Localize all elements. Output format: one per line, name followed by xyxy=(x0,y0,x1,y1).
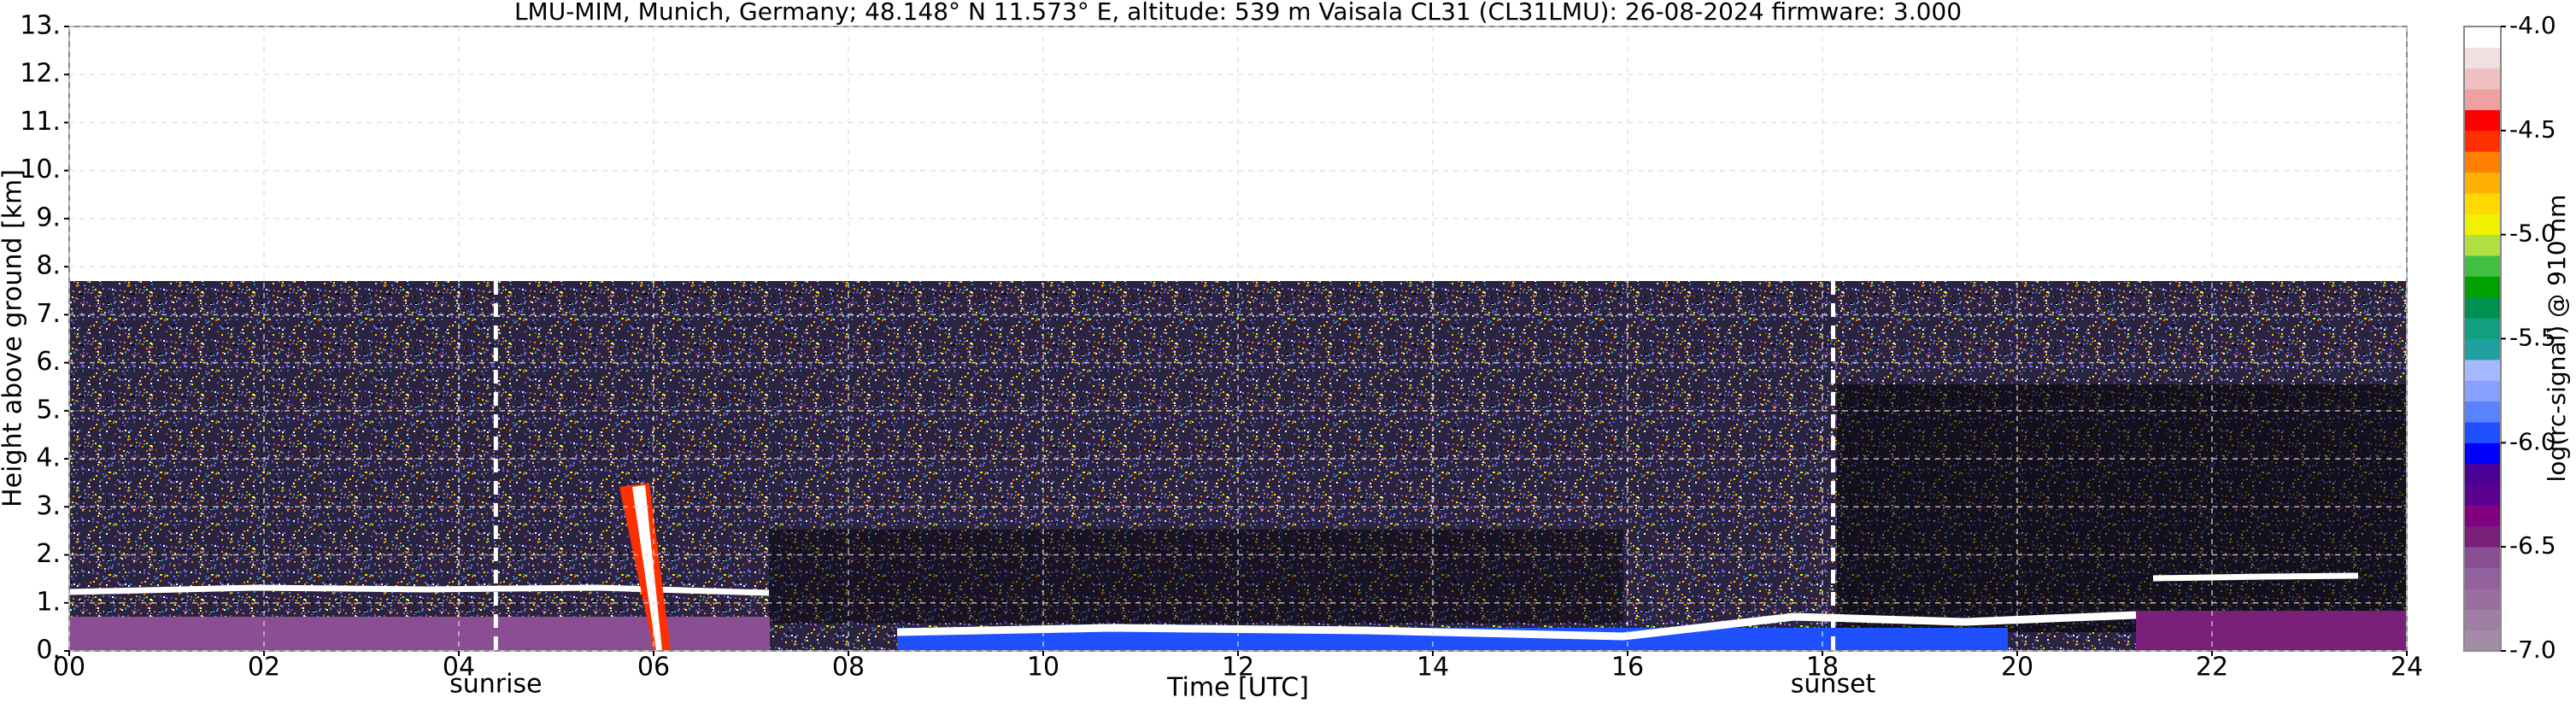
y-tick-label: 0. xyxy=(36,636,61,665)
colorbar-step xyxy=(2464,192,2501,214)
colorbar-step xyxy=(2464,421,2501,443)
x-tick-label: 16 xyxy=(1611,653,1644,683)
colorbar-step xyxy=(2464,547,2501,569)
y-tick-label: 10. xyxy=(20,155,61,185)
colorbar-step xyxy=(2464,609,2501,631)
chart-title: LMU-MIM, Munich, Germany; 48.148° N 11.5… xyxy=(514,0,1962,26)
colorbar-step xyxy=(2464,338,2501,360)
colorbar-step xyxy=(2464,47,2501,69)
x-tick-label: 06 xyxy=(637,653,670,683)
colorbar-step xyxy=(2464,525,2501,548)
y-tick-label: 5. xyxy=(36,395,61,425)
colorbar-step xyxy=(2464,276,2501,298)
dark-region xyxy=(769,530,1623,624)
x-tick-label: 24 xyxy=(2391,653,2423,683)
colorbar-step xyxy=(2464,567,2501,589)
cloud-layer xyxy=(2152,572,2359,582)
colorbar-step xyxy=(2464,484,2501,506)
annotation-label: sunset xyxy=(1791,670,1876,700)
colorbar-step xyxy=(2464,296,2501,319)
x-tick-label: 10 xyxy=(1027,653,1059,683)
colorbar-tick-label: -6.0 xyxy=(2509,427,2556,455)
y-tick-label: 4. xyxy=(36,443,61,473)
colorbar-step xyxy=(2464,463,2501,485)
x-tick-label: 00 xyxy=(53,653,85,683)
colorbar-step xyxy=(2464,214,2501,236)
cloud-layer xyxy=(896,611,2137,641)
y-tick-label: 3. xyxy=(36,491,61,521)
x-tick-label: 04 xyxy=(443,653,475,683)
y-tick-label: 2. xyxy=(36,539,61,569)
x-tick-label: 12 xyxy=(1222,653,1254,683)
colorbar-step xyxy=(2464,172,2501,194)
x-tick-label: 14 xyxy=(1417,653,1449,683)
x-tick-label: 22 xyxy=(2196,653,2228,683)
y-tick-label: 6. xyxy=(36,347,61,377)
colorbar-step xyxy=(2464,380,2501,402)
colorbar-step xyxy=(2464,359,2501,381)
colorbar-tick-label: -4.5 xyxy=(2509,115,2556,144)
y-tick-label: 13. xyxy=(20,11,61,41)
y-tick-label: 9. xyxy=(36,202,61,232)
colorbar-step xyxy=(2464,109,2501,132)
colorbar-step xyxy=(2464,67,2501,90)
y-tick-label: 1. xyxy=(36,587,61,617)
colorbar-tick-label: -5.5 xyxy=(2509,324,2556,352)
x-tick-label: 08 xyxy=(832,653,865,683)
cloud-layer xyxy=(68,584,770,596)
colorbar-step xyxy=(2464,151,2501,173)
colorbar-tick-label: -4.0 xyxy=(2509,11,2556,39)
colorbar-step xyxy=(2464,130,2501,152)
colorbar-step xyxy=(2464,89,2501,110)
x-tick-label: 02 xyxy=(248,653,280,683)
colorbar-step xyxy=(2464,588,2501,610)
annotation-label: sunrise xyxy=(449,670,542,700)
colorbar-step xyxy=(2464,401,2501,423)
colorbar-step xyxy=(2464,505,2501,527)
colorbar-tick-label: -5.0 xyxy=(2509,220,2556,248)
x-tick-label: 20 xyxy=(2001,653,2033,683)
colorbar-step xyxy=(2464,255,2501,277)
aerosol-layer xyxy=(2136,611,2407,651)
colorbar-step xyxy=(2464,234,2501,256)
cloud-column xyxy=(632,485,662,651)
colorbar-step xyxy=(2464,26,2501,48)
y-tick-label: 8. xyxy=(36,251,61,281)
y-axis-label: Height above ground [km] xyxy=(0,169,28,507)
dark-region xyxy=(1837,384,2407,632)
y-tick-label: 11. xyxy=(20,107,61,137)
x-axis-label: Time [UTC] xyxy=(1166,673,1309,703)
colorbar-label: log(rc-signal) @ 910 nm xyxy=(2543,195,2571,483)
colorbar-step xyxy=(2464,318,2501,339)
x-tick-label: 18 xyxy=(1806,653,1839,683)
colorbar-tick-label: -7.0 xyxy=(2509,636,2556,664)
y-tick-label: 7. xyxy=(36,299,61,329)
colorbar-tick-label: -6.5 xyxy=(2509,531,2556,560)
colorbar-step xyxy=(2464,630,2501,652)
colorbar-step xyxy=(2464,442,2501,465)
y-tick-label: 12. xyxy=(20,59,61,89)
